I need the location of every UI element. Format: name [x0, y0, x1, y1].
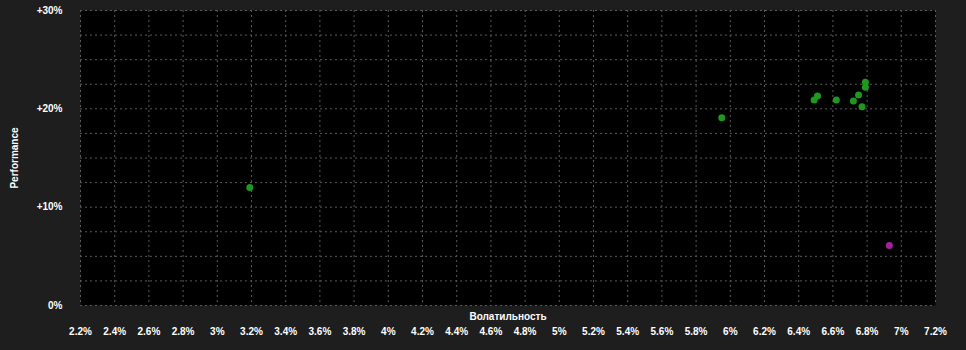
- svg-text:7%: 7%: [894, 326, 909, 337]
- svg-text:+30%: +30%: [37, 5, 63, 16]
- svg-text:2.2%: 2.2%: [69, 326, 92, 337]
- svg-text:5.8%: 5.8%: [685, 326, 708, 337]
- svg-text:3.2%: 3.2%: [240, 326, 263, 337]
- svg-text:5.4%: 5.4%: [616, 326, 639, 337]
- svg-text:6.2%: 6.2%: [753, 326, 776, 337]
- svg-text:4.6%: 4.6%: [480, 326, 503, 337]
- svg-text:5%: 5%: [552, 326, 567, 337]
- svg-text:4%: 4%: [381, 326, 396, 337]
- svg-text:2.8%: 2.8%: [172, 326, 195, 337]
- svg-text:Волатильность: Волатильность: [469, 311, 546, 322]
- svg-text:6%: 6%: [723, 326, 738, 337]
- svg-text:0%: 0%: [48, 300, 63, 311]
- svg-text:4.2%: 4.2%: [411, 326, 434, 337]
- svg-text:5.6%: 5.6%: [651, 326, 674, 337]
- svg-text:6.6%: 6.6%: [822, 326, 845, 337]
- svg-text:3.6%: 3.6%: [309, 326, 332, 337]
- svg-text:2.6%: 2.6%: [138, 326, 161, 337]
- svg-text:4.8%: 4.8%: [514, 326, 537, 337]
- svg-text:6.4%: 6.4%: [787, 326, 810, 337]
- svg-text:+20%: +20%: [37, 103, 63, 114]
- svg-text:3.4%: 3.4%: [274, 326, 297, 337]
- svg-text:2.4%: 2.4%: [103, 326, 126, 337]
- svg-text:3%: 3%: [210, 326, 225, 337]
- svg-text:4.4%: 4.4%: [445, 326, 468, 337]
- svg-text:5.2%: 5.2%: [582, 326, 605, 337]
- svg-text:+10%: +10%: [37, 201, 63, 212]
- svg-text:3.8%: 3.8%: [343, 326, 366, 337]
- svg-text:Performance: Performance: [9, 127, 20, 189]
- svg-text:7.2%: 7.2%: [924, 326, 947, 337]
- svg-text:6.8%: 6.8%: [856, 326, 879, 337]
